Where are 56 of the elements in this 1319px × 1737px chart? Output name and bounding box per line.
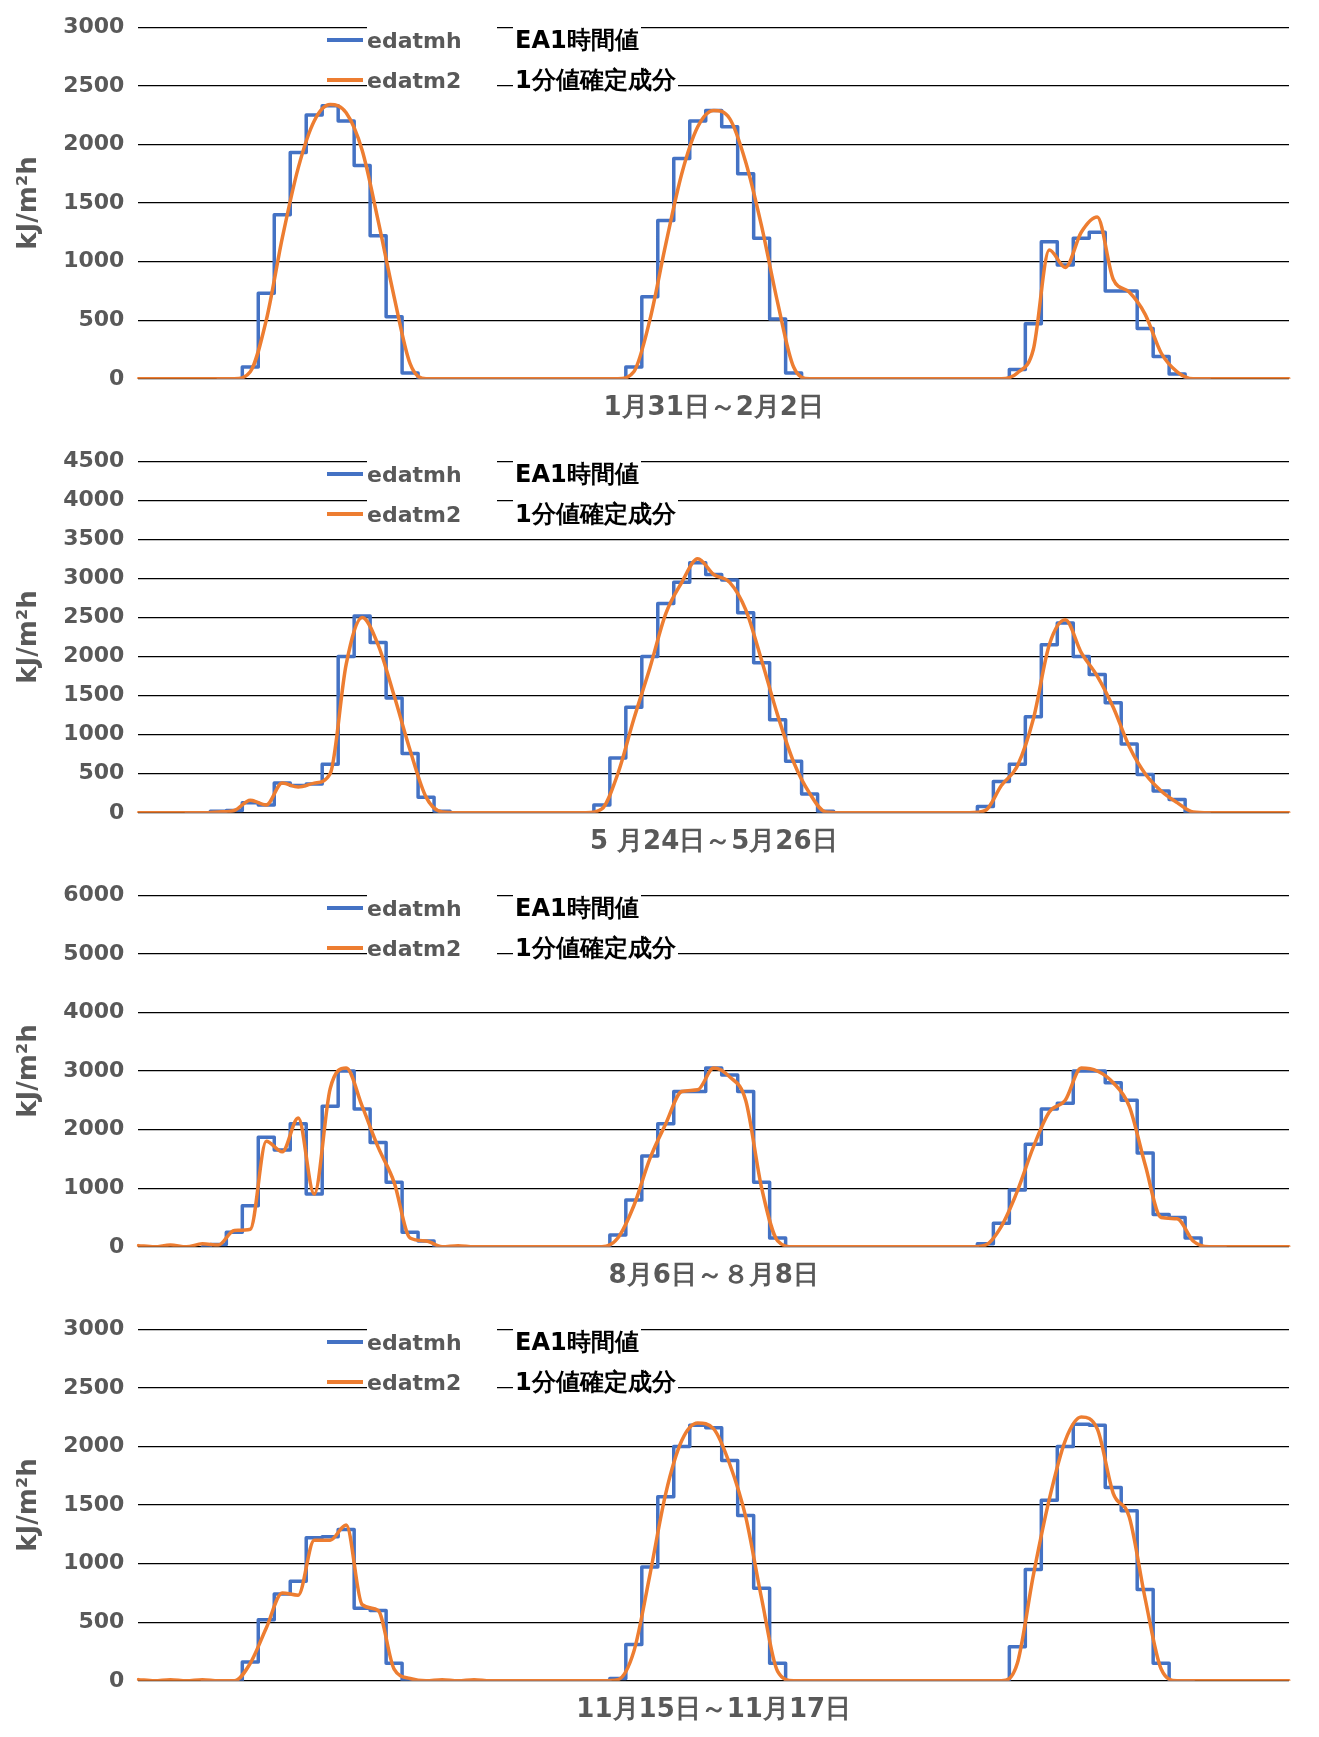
x-axis-title: 1月31日～2月2日 (603, 391, 824, 422)
legend-label: edatm2 (367, 1367, 497, 1397)
legend-label: edatmh (367, 459, 497, 489)
y-tick-label: 500 (78, 305, 125, 331)
annotation: EA1時間値 (513, 1323, 641, 1361)
y-tick-label: 0 (109, 1232, 125, 1258)
y-tick-label: 3000 (63, 1314, 125, 1340)
y-tick-label: 2500 (63, 1373, 125, 1399)
y-axis-title: kJ/m²h (12, 156, 43, 250)
y-tick-label: 1000 (63, 720, 125, 746)
y-axis-title: kJ/m²h (12, 590, 43, 684)
y-tick-label: 500 (78, 759, 125, 785)
annotation: EA1時間値 (513, 21, 641, 59)
annotation: 1分値確定成分 (513, 61, 678, 99)
y-tick-label: 0 (109, 1666, 125, 1692)
y-tick-label: 1500 (63, 188, 125, 214)
y-axis-title: kJ/m²h (12, 1024, 43, 1118)
annotation: 1分値確定成分 (513, 929, 678, 967)
legend-label: edatm2 (367, 499, 497, 529)
legend-label: edatmh (367, 893, 497, 923)
y-tick-label: 1000 (63, 1173, 125, 1199)
y-tick-label: 2000 (63, 1432, 125, 1458)
y-tick-label: 4000 (63, 485, 125, 511)
y-tick-label: 4500 (63, 446, 125, 472)
legend-label: edatmh (367, 1327, 497, 1357)
y-tick-label: 6000 (63, 880, 125, 906)
y-tick-label: 1500 (63, 1490, 125, 1516)
y-tick-label: 2000 (63, 130, 125, 156)
y-tick-label: 1500 (63, 681, 125, 707)
legend-label: edatm2 (367, 933, 497, 963)
annotation: EA1時間値 (513, 889, 641, 927)
line-series (136, 1415, 1291, 1681)
x-axis-title: 8月6日～８月8日 (608, 1259, 819, 1290)
y-tick-label: 5000 (63, 939, 125, 965)
y-tick-label: 2000 (63, 1115, 125, 1141)
annotation: 1分値確定成分 (513, 1363, 678, 1401)
y-tick-label: 0 (109, 364, 125, 390)
y-tick-label: 3000 (63, 1056, 125, 1082)
y-tick-label: 500 (78, 1607, 125, 1633)
y-tick-label: 4000 (63, 998, 125, 1024)
annotation: 1分値確定成分 (513, 495, 678, 533)
y-tick-label: 3000 (63, 564, 125, 590)
x-axis-title: 11月15日～11月17日 (576, 1693, 852, 1724)
y-tick-label: 3000 (63, 12, 125, 38)
y-tick-label: 3500 (63, 525, 125, 551)
legend-label: edatm2 (367, 65, 497, 95)
y-tick-label: 1000 (63, 1549, 125, 1575)
y-axis-title: kJ/m²h (12, 1458, 43, 1552)
y-tick-label: 2500 (63, 603, 125, 629)
x-axis-title: 5 月24日～5月26日 (589, 825, 838, 856)
annotation: EA1時間値 (513, 455, 641, 493)
legend-label: edatmh (367, 25, 497, 55)
y-tick-label: 1000 (63, 247, 125, 273)
y-tick-label: 2500 (63, 71, 125, 97)
y-tick-label: 0 (109, 798, 125, 824)
y-tick-label: 2000 (63, 642, 125, 668)
